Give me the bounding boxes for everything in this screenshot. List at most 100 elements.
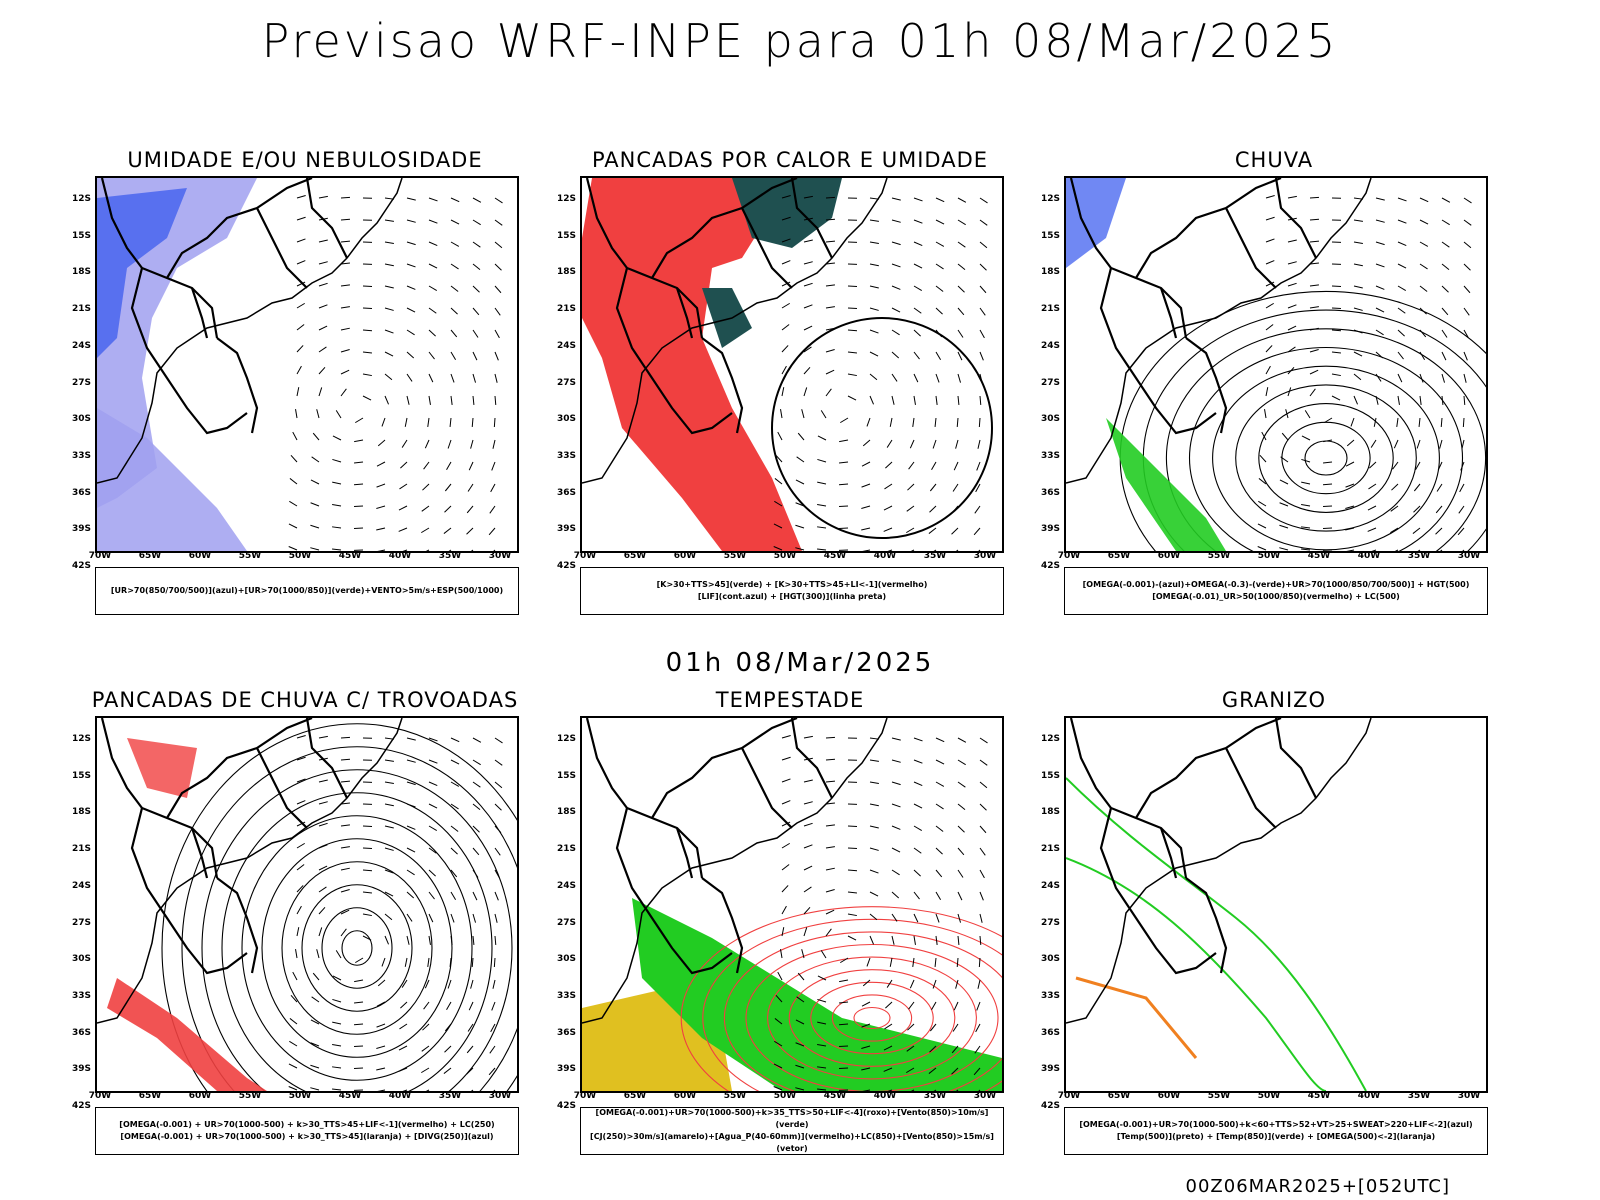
lon-tick-label: 30W <box>1457 551 1481 561</box>
legend-line: [UR>70(850/700/500)](azul)+[UR>70(1000/8… <box>110 586 504 595</box>
map-canvas <box>97 178 503 551</box>
panel-legend: [K>30+TTS>45](verde) + [K>30+TTS>45+LI<-… <box>580 567 1004 615</box>
lat-tick-label: 12S <box>556 734 576 744</box>
panel-title: GRANIZO <box>1221 688 1327 712</box>
lat-tick-label: 36S <box>1040 487 1060 498</box>
legend-line: [OMEGA(-0.001) + UR>70(1000-500) + k>30_… <box>120 1132 494 1141</box>
panel-legend: [UR>70(850/700/500)](azul)+[UR>70(1000/8… <box>95 567 519 615</box>
lat-tick-label: 42S <box>1040 1101 1060 1111</box>
lon-tick-label: 30W <box>973 551 997 561</box>
lat-tick-label: 39S <box>71 524 91 535</box>
weather-map[interactable] <box>580 176 1004 553</box>
lon-tick-label: 50W <box>1257 551 1281 561</box>
lat-tick-label: 21S <box>71 304 91 315</box>
lat-tick-label: 24S <box>556 340 576 351</box>
lat-tick-label: 42S <box>71 1101 91 1111</box>
lat-tick-label: 39S <box>71 1064 91 1075</box>
map-canvas <box>1066 718 1372 1091</box>
lat-tick-label: 27S <box>556 377 576 388</box>
lat-tick-label: 24S <box>71 340 91 351</box>
panel-title: PANCADAS DE CHUVA C/ TROVOADAS <box>91 688 519 712</box>
lat-tick-label: 42S <box>1040 561 1060 571</box>
lat-tick-label: 21S <box>556 304 576 315</box>
lon-tick-label: 60W <box>673 1091 697 1101</box>
lon-tick-label: 45W <box>823 551 847 561</box>
lon-tick-label: 70W <box>88 1091 112 1101</box>
lon-tick-label: 55W <box>1207 1091 1231 1101</box>
mid-date-label: 01h 08/Mar/2025 <box>665 648 935 678</box>
map-panel: PANCADAS POR CALOR E UMIDADE 12S 15S 18S 21S… <box>540 148 1040 623</box>
lat-tick-label: 21S <box>1040 844 1060 855</box>
weather-map[interactable] <box>1064 716 1488 1093</box>
lat-tick-label: 21S <box>1040 304 1060 315</box>
lon-tick-label: 65W <box>623 551 647 561</box>
lon-tick-label: 30W <box>488 1091 512 1101</box>
lon-tick-label: 40W <box>388 551 412 561</box>
lat-tick-label: 18S <box>1040 807 1060 818</box>
lon-tick-label: 55W <box>238 551 262 561</box>
lat-tick-label: 15S <box>1040 230 1060 241</box>
lat-tick-label: 21S <box>71 844 91 855</box>
lat-tick-label: 18S <box>71 807 91 818</box>
lat-tick-label: 27S <box>1040 917 1060 928</box>
lat-tick-label: 36S <box>71 1027 91 1038</box>
lon-tick-label: 60W <box>673 551 697 561</box>
lat-tick-label: 39S <box>556 524 576 535</box>
panel-legend: [OMEGA(-0.001) + UR>70(1000-500) + k>30_… <box>95 1107 519 1155</box>
lon-tick-label: 40W <box>1357 551 1381 561</box>
lat-tick-label: 33S <box>71 450 91 461</box>
lat-tick-label: 39S <box>1040 1064 1060 1075</box>
legend-line: [OMEGA(-0.001)+UR>70(1000-500)+k<60+TTS>… <box>1079 1120 1473 1129</box>
lon-tick-label: 65W <box>138 1091 162 1101</box>
lat-tick-label: 36S <box>556 1027 576 1038</box>
lon-tick-label: 65W <box>623 1091 647 1101</box>
legend-line: [OMEGA(-0.001) + UR>70(1000-500) + k>30_… <box>119 1120 495 1129</box>
lon-tick-label: 70W <box>88 551 112 561</box>
lon-tick-label: 55W <box>723 1091 747 1101</box>
lon-tick-label: 45W <box>823 1091 847 1101</box>
lat-tick-label: 15S <box>71 770 91 781</box>
panel-legend: [OMEGA(-0.001)+UR>70(1000-500)+k>35_TTS>… <box>580 1107 1004 1155</box>
lat-tick-label: 21S <box>556 844 576 855</box>
lat-tick-label: 33S <box>1040 990 1060 1001</box>
lat-tick-label: 18S <box>71 267 91 278</box>
legend-line: [CJ(250)>30m/s](amarelo)+[Agua_P(40-60mm… <box>590 1132 994 1153</box>
lat-tick-label: 36S <box>556 487 576 498</box>
lon-tick-label: 35W <box>923 1091 947 1101</box>
lat-tick-label: 42S <box>556 1101 576 1111</box>
lon-tick-label: 65W <box>1107 1091 1131 1101</box>
lon-tick-label: 45W <box>338 551 362 561</box>
lon-tick-label: 65W <box>1107 551 1131 561</box>
lat-tick-label: 12S <box>71 734 91 744</box>
weather-map[interactable] <box>1064 176 1488 553</box>
weather-map[interactable] <box>95 716 519 1093</box>
lon-tick-label: 60W <box>188 1091 212 1101</box>
panel-title: CHUVA <box>1234 148 1314 172</box>
map-canvas <box>1066 178 1486 551</box>
lon-tick-label: 50W <box>1257 1091 1281 1101</box>
page-title: Previsao WRF-INPE para 01h 08/Mar/2025 <box>261 14 1339 68</box>
lat-tick-label: 30S <box>1040 414 1060 425</box>
lon-tick-label: 55W <box>723 551 747 561</box>
lon-tick-label: 35W <box>438 1091 462 1101</box>
legend-line: [OMEGA(-0.001)+UR>70(1000-500)+k>35_TTS>… <box>595 1108 989 1129</box>
lat-tick-label: 12S <box>1040 734 1060 744</box>
lon-tick-label: 60W <box>1157 551 1181 561</box>
map-canvas <box>582 718 1002 1091</box>
map-panel: TEMPESTADE 12S 15S 18S 21S 24S 27S 30S 33S 36S 39S… <box>540 688 1040 1163</box>
panel-title: PANCADAS POR CALOR E UMIDADE <box>591 148 989 172</box>
lat-tick-label: 30S <box>1040 954 1060 965</box>
lon-tick-label: 40W <box>873 551 897 561</box>
weather-map[interactable] <box>580 716 1004 1093</box>
lat-tick-label: 27S <box>1040 377 1060 388</box>
lat-tick-label: 15S <box>71 230 91 241</box>
lon-tick-label: 35W <box>438 551 462 561</box>
lat-tick-label: 18S <box>556 807 576 818</box>
weather-map[interactable] <box>95 176 519 553</box>
map-panel: GRANIZO 12S 15S 18S 21S 24S 27S 30S 33S 36S 39S 42S… <box>1024 688 1524 1163</box>
lon-tick-label: 70W <box>1057 1091 1081 1101</box>
lon-tick-label: 45W <box>1307 1091 1331 1101</box>
map-canvas <box>97 718 517 1091</box>
lon-tick-label: 35W <box>1407 551 1431 561</box>
lat-tick-label: 24S <box>1040 880 1060 891</box>
